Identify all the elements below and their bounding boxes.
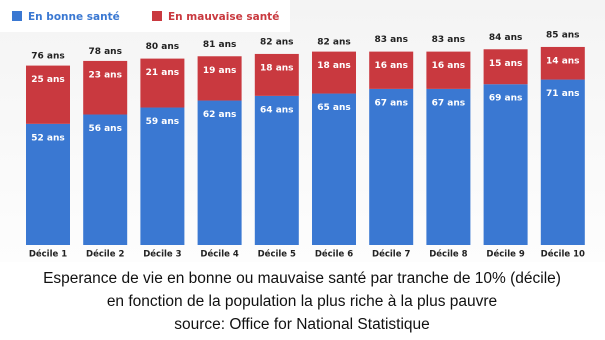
total-label: 78 ans bbox=[88, 47, 122, 57]
total-label: 82 ans bbox=[317, 37, 351, 47]
segment-label: 15 ans bbox=[489, 59, 523, 69]
bar-segment bbox=[140, 107, 185, 245]
x-tick-label: Décile 7 bbox=[372, 249, 410, 260]
bar-segment bbox=[26, 65, 70, 124]
bar-segment bbox=[483, 84, 528, 245]
segment-label: 67 ans bbox=[432, 98, 466, 108]
bar-segment bbox=[83, 114, 128, 246]
segment-label: 16 ans bbox=[432, 61, 466, 71]
bar-segment bbox=[369, 51, 414, 89]
x-tick-label: Décile 4 bbox=[200, 249, 238, 260]
bar-segment bbox=[369, 88, 414, 245]
segment-label: 18 ans bbox=[260, 63, 294, 73]
total-label: 85 ans bbox=[546, 30, 580, 40]
x-tick-label: Décile 8 bbox=[429, 249, 467, 260]
bar-segment bbox=[254, 53, 299, 96]
segment-label: 56 ans bbox=[88, 124, 122, 134]
legend-swatch bbox=[152, 11, 162, 21]
bar-segment bbox=[140, 58, 185, 108]
bar-segment bbox=[312, 93, 356, 245]
segment-label: 16 ans bbox=[374, 61, 408, 71]
segment-label: 71 ans bbox=[546, 89, 580, 99]
segment-label: 19 ans bbox=[203, 66, 237, 76]
total-label: 84 ans bbox=[489, 33, 523, 43]
x-tick-label: Décile 10 bbox=[541, 249, 585, 260]
x-tick-label: Décile 6 bbox=[315, 249, 353, 260]
total-label: 83 ans bbox=[432, 35, 466, 45]
x-tick-label: Décile 9 bbox=[486, 249, 524, 260]
bar-segment bbox=[483, 49, 528, 85]
bar-segment bbox=[312, 51, 356, 94]
bar-segment bbox=[254, 95, 299, 245]
x-tick-label: Décile 2 bbox=[86, 249, 124, 260]
segment-label: 14 ans bbox=[546, 56, 580, 66]
total-label: 76 ans bbox=[31, 51, 65, 61]
segment-label: 65 ans bbox=[317, 103, 351, 113]
segment-label: 25 ans bbox=[31, 75, 65, 85]
x-tick-label: Décile 5 bbox=[258, 249, 296, 260]
x-tick-label: Décile 3 bbox=[143, 249, 181, 260]
x-tick-label: Décile 1 bbox=[29, 249, 67, 260]
total-label: 81 ans bbox=[203, 40, 237, 50]
total-label: 82 ans bbox=[260, 37, 294, 47]
segment-label: 21 ans bbox=[146, 68, 180, 78]
legend-swatch bbox=[12, 11, 22, 21]
total-label: 80 ans bbox=[146, 42, 180, 52]
chart-subtitle: en fonction de la population la plus ric… bbox=[107, 293, 497, 310]
segment-label: 64 ans bbox=[260, 105, 294, 115]
segment-label: 69 ans bbox=[489, 94, 523, 104]
total-label: 83 ans bbox=[374, 35, 408, 45]
segment-label: 62 ans bbox=[203, 110, 237, 120]
segment-label: 67 ans bbox=[374, 98, 408, 108]
bar-segment bbox=[540, 79, 585, 245]
segment-label: 18 ans bbox=[317, 61, 351, 71]
caption-background bbox=[0, 262, 605, 340]
bar-segment bbox=[197, 100, 242, 245]
bar-segment bbox=[540, 46, 585, 80]
legend-label: En bonne santé bbox=[28, 11, 120, 23]
segment-label: 59 ans bbox=[146, 117, 180, 127]
segment-label: 52 ans bbox=[31, 133, 65, 143]
bar-segment bbox=[426, 88, 471, 245]
bar-segment bbox=[26, 123, 70, 245]
legend-box bbox=[0, 0, 290, 32]
segment-label: 23 ans bbox=[88, 70, 122, 80]
legend-label: En mauvaise santé bbox=[168, 11, 279, 23]
bar-segment bbox=[426, 51, 471, 89]
chart-title: Esperance de vie en bonne ou mauvaise sa… bbox=[43, 270, 561, 287]
bar-segment bbox=[197, 56, 242, 101]
chart-source: source: Office for National Statistique bbox=[174, 316, 430, 333]
bar-segment bbox=[83, 60, 128, 115]
